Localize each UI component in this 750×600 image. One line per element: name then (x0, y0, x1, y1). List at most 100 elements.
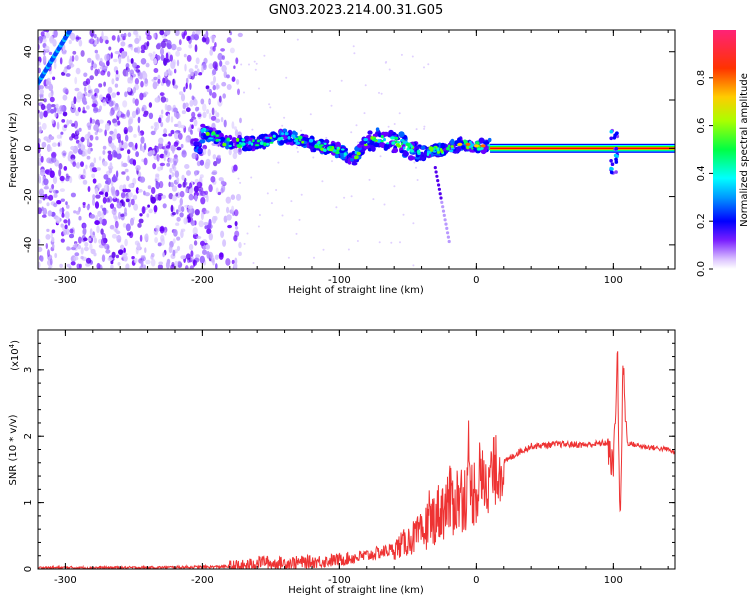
spectrogram-speckle (192, 227, 198, 235)
spectrogram-speckle (161, 194, 167, 199)
spectrogram-speckle (69, 176, 73, 184)
spectrogram-speckle (199, 174, 204, 179)
spectrogram-speckle (156, 153, 160, 162)
spectrogram-speckle (53, 30, 58, 38)
spectrogram-speckle (97, 210, 102, 217)
spectrogram-speckle (174, 68, 177, 74)
spectrogram-ridge-core (463, 139, 467, 143)
spectrogram-speckle (202, 63, 207, 71)
spectrogram-ridge (197, 147, 203, 153)
spectrogram-speckle (89, 214, 96, 219)
spectrogram-speckle (162, 251, 165, 258)
spectrogram-speckle (202, 103, 207, 112)
spectrogram-ridge-core (436, 150, 441, 154)
spectrogram-speckle (189, 118, 194, 123)
spectrogram-speckle (352, 45, 355, 48)
spectrogram-speckle (322, 248, 325, 251)
spectrogram-speckle (196, 106, 200, 111)
spectrogram-speckle (94, 49, 99, 54)
spectrogram-speckle (162, 77, 166, 84)
snr-plot-area (38, 351, 675, 569)
spectrogram-speckle (70, 192, 76, 198)
spectrogram-speckle (202, 144, 208, 150)
spectrogram-speckle (226, 214, 232, 221)
spectrogram-speckle (118, 249, 124, 256)
spectrogram-ridge-core (475, 141, 480, 145)
spectrogram-speckle (209, 49, 213, 56)
spectrogram-speckle (69, 228, 74, 234)
spectrogram-ridge (398, 131, 405, 138)
spectrogram-speckle (110, 264, 114, 269)
spectrogram-speckle (51, 243, 55, 249)
spectrogram-speckle (204, 33, 208, 39)
spectrogram-speckle (51, 229, 56, 234)
spectrogram-ridge (383, 146, 388, 151)
spectrogram-speckle (125, 70, 129, 77)
spectrogram-speckle (215, 83, 219, 90)
spectrogram-speckle (116, 133, 121, 140)
spectrogram-ridge-core (277, 138, 281, 141)
spectrogram-speckle (93, 237, 98, 244)
spectrogram-speckle (139, 92, 144, 101)
spectrogram-speckle (226, 37, 232, 44)
spectrogram-speckle (139, 234, 143, 242)
spectrogram-marks (38, 30, 675, 269)
spectrogram-speckle (127, 67, 130, 73)
spectrogram-speckle (86, 205, 91, 209)
spectrogram-speckle (222, 239, 227, 247)
spectrogram-speckle (179, 190, 185, 198)
spectrogram-speckle (103, 184, 109, 192)
spectrogram-speckle (97, 183, 102, 189)
spectrogram-ridge-core (487, 144, 491, 147)
spectrogram-speckle (225, 258, 231, 266)
spectrogram-speckle (43, 178, 49, 186)
spectrogram-branch (441, 209, 446, 213)
spectrogram-speckle (38, 157, 41, 164)
spectrogram-speckle (45, 32, 50, 39)
spectrogram-speckle (190, 129, 193, 135)
spectrogram-speckle (147, 204, 151, 208)
spectrogram-speckle (227, 224, 233, 229)
spectrogram-speckle (59, 175, 65, 182)
spectrogram-ridge-core (235, 137, 240, 142)
spectrogram-speckle (122, 100, 128, 108)
spectrogram-speckle (214, 42, 217, 48)
spectrogram-disturbance (614, 157, 618, 162)
spectrogram-speckle (52, 176, 58, 185)
spectrogram-speckle (340, 79, 343, 82)
spectrogram-branch (433, 166, 437, 170)
spectrogram-speckle (72, 161, 77, 167)
spectrogram-speckle (215, 206, 220, 214)
spectrogram-ridge-core (335, 151, 340, 155)
spectrogram-ridge-core (226, 137, 230, 142)
spectrogram-speckle (205, 85, 210, 90)
spectrogram-ridge-core (281, 132, 285, 136)
spectrogram-ridge-core (380, 139, 384, 143)
spectrogram-speckle (160, 96, 167, 103)
spectrogram-ridge (482, 141, 490, 145)
snr-x-tick-label-2: -100 (328, 575, 351, 586)
spectrogram-ridge-core (477, 148, 482, 151)
spectrogram-speckle (238, 251, 242, 256)
spectrogram-speckle (137, 116, 141, 124)
spectrogram-speckle (51, 236, 55, 243)
spectrogram-y-tick-label-2: 0 (23, 145, 34, 151)
spectrogram-speckle (199, 159, 205, 166)
spectrogram-speckle (40, 255, 44, 262)
spectrogram-speckle (192, 259, 196, 267)
spectrogram-speckle (195, 57, 200, 65)
spectrogram-speckle (368, 178, 371, 181)
spectrogram-speckle (111, 175, 118, 183)
spectrogram-speckle (148, 102, 153, 108)
spectrogram-speckle (48, 266, 52, 269)
spectrogram-ridge (450, 138, 455, 146)
spectrogram-speckle (364, 84, 367, 87)
spectrogram-speckle (141, 146, 145, 152)
spectrogram-speckle (230, 194, 236, 200)
spectrogram-speckle (107, 86, 113, 94)
spectrogram-speckle (204, 225, 208, 230)
spectrogram-speckle (150, 125, 154, 129)
spectrogram-x-tick-label-1: -200 (191, 275, 214, 286)
spectrogram-speckle (41, 214, 47, 218)
spectrogram-ridge (469, 149, 474, 153)
